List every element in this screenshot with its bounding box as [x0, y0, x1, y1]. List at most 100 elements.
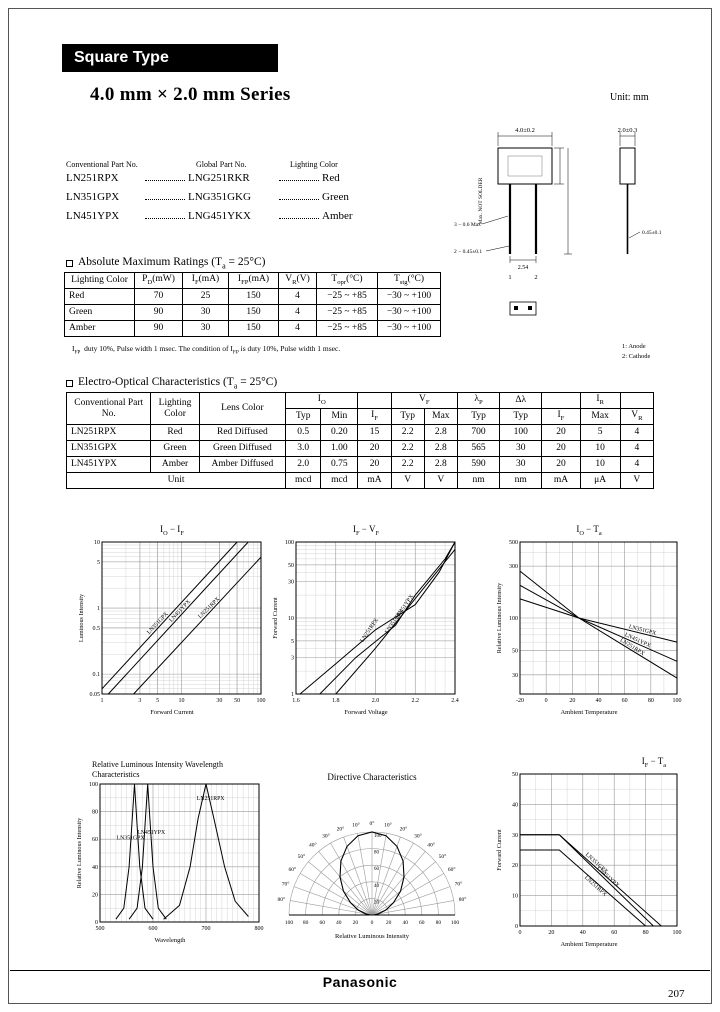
- global-part-number: LNG351GKG: [188, 191, 251, 203]
- abs-max-header-cell: VR(V): [278, 272, 317, 289]
- part-list-header-global: Global Part No.: [196, 160, 247, 169]
- led-side-view: [619, 132, 641, 254]
- svg-text:1: 1: [291, 692, 294, 698]
- svg-text:0: 0: [545, 698, 548, 704]
- eo-cell: 2.2: [390, 424, 425, 441]
- svg-text:80: 80: [436, 920, 442, 926]
- svg-text:20: 20: [92, 893, 98, 899]
- eo-cell: 565: [456, 440, 501, 457]
- eo-unit-cell: mcd: [285, 472, 322, 489]
- abs-max-cell: 4: [278, 320, 317, 337]
- eo-cell: 30: [499, 456, 543, 473]
- chart-xlabel: Relative Luminous Intensity: [334, 932, 410, 940]
- svg-text:60°: 60°: [288, 866, 296, 873]
- chart-title: Relative Luminous Intensity Wavelength C…: [92, 760, 223, 779]
- eo-header-row-2: Typ Min IF Typ Max Typ Typ IF Max VR: [67, 408, 655, 425]
- svg-text:20: 20: [512, 864, 518, 870]
- page-header-title: Square Type: [74, 49, 169, 66]
- page-header: Square Type: [62, 44, 278, 72]
- chart-xlabel: Wavelength: [154, 937, 186, 945]
- dim-lead-width: 2 − 0.45±0.1: [454, 249, 482, 255]
- eo-cell: LN251RPX: [65, 424, 152, 441]
- eo-unit-cell: nm: [499, 472, 543, 489]
- svg-text:0.05: 0.05: [90, 692, 101, 698]
- eo-header-cell: Conventional Part No.: [65, 392, 152, 425]
- abs-max-footnote-term: IFP: [72, 344, 81, 356]
- svg-text:2.0: 2.0: [372, 698, 380, 704]
- eo-header-cell: Lighting Color: [150, 392, 200, 425]
- eo-cell: 3.0: [285, 440, 322, 457]
- eo-cell: 30: [499, 440, 543, 457]
- eo-cell: Red Diffused: [198, 424, 287, 441]
- dim-lead-pitch: 2.54: [518, 265, 529, 271]
- svg-text:50: 50: [512, 772, 518, 778]
- eo-cell: 590: [456, 456, 501, 473]
- svg-text:30°: 30°: [322, 832, 330, 839]
- eo-section-title: Electro-Optical Characteristics (Ta = 25…: [66, 376, 277, 390]
- eo-header-cell: Lens Color: [198, 392, 287, 425]
- chart-canvas: 80°70°60°50°40°30°20°10° 0° 10°20°30°40°50…: [278, 820, 467, 926]
- eo-unit-cell: μA: [579, 472, 621, 489]
- svg-text:100: 100: [673, 930, 682, 936]
- abs-max-footnote-text: duty 10%, Pulse width 1 msec. The condit…: [84, 344, 341, 356]
- dotted-leader: [145, 217, 185, 219]
- chart-forward-current-vs-ambient-temperature: IF − Ta 0 20 40 60 80 100 0 10 20 30 40 50 Forward C…: [494, 756, 684, 948]
- abs-max-cell: Red: [64, 288, 135, 305]
- abs-max-cell: 4: [278, 304, 317, 321]
- svg-text:100: 100: [673, 698, 682, 704]
- svg-text:70°: 70°: [282, 880, 290, 887]
- svg-text:60: 60: [92, 837, 98, 843]
- global-part-number: LNG451YKX: [188, 210, 251, 222]
- abs-max-title-text: Absolute Maximum Ratings (Ta = 25°C): [78, 256, 266, 271]
- eo-unit-cell: nm: [456, 472, 501, 489]
- absolute-maximum-ratings-table: Lighting Color PD(mW) IF(mA) IFP(mA) VR(V) To…: [64, 272, 441, 337]
- eo-cell: LN351GPX: [65, 440, 152, 457]
- svg-text:30: 30: [512, 833, 518, 839]
- eo-cell: 20: [357, 440, 392, 457]
- svg-text:0.5: 0.5: [93, 626, 101, 632]
- svg-text:500: 500: [96, 926, 105, 932]
- svg-text:40: 40: [402, 920, 408, 926]
- svg-text:70°: 70°: [455, 880, 463, 887]
- svg-text:60: 60: [374, 867, 380, 872]
- abs-max-row: Red 70 25 150 4 −25 ~ +85 −30 ~ +100: [64, 288, 441, 305]
- svg-text:Relative Luminous Intensity: Relative Luminous Intensity: [496, 582, 503, 653]
- abs-max-section-title: Absolute Maximum Ratings (Ta = 25°C): [66, 256, 265, 270]
- chart-xlabel: Ambient Temperature: [560, 941, 618, 949]
- svg-text:40°: 40°: [309, 841, 317, 848]
- svg-text:20: 20: [548, 930, 554, 936]
- svg-text:30°: 30°: [414, 832, 422, 839]
- eo-header-cell: Typ: [390, 408, 425, 425]
- svg-text:20°: 20°: [400, 825, 408, 832]
- eo-cell: 4: [619, 440, 655, 457]
- svg-text:Luminous Intensity: Luminous Intensity: [78, 593, 85, 642]
- chart-title: IF − VF: [353, 524, 379, 537]
- part-number: LN251RPX: [66, 172, 119, 184]
- eo-header-cell: Typ: [499, 408, 543, 425]
- eo-unit-cell: mA: [357, 472, 392, 489]
- lighting-color: Green: [322, 191, 349, 203]
- svg-text:5: 5: [291, 639, 294, 645]
- svg-text:80: 80: [374, 850, 380, 855]
- chart-canvas: -20 0 20 40 60 80 100 30 50 100 300 500 Relative Lum…: [496, 540, 682, 704]
- svg-text:0: 0: [519, 930, 522, 936]
- svg-text:80°: 80°: [278, 896, 286, 903]
- part-number: LN351GPX: [66, 191, 120, 203]
- chart-canvas: 1.6 1.8 2.0 2.2 2.4 1 3 5 10 30 50 100 Forward Curre…: [272, 540, 459, 704]
- eo-unit-cell: mA: [541, 472, 581, 489]
- chart-title: Directive Characteristics: [327, 772, 417, 782]
- svg-text:1: 1: [101, 698, 104, 704]
- abs-max-header-cell: Lighting Color: [64, 272, 135, 289]
- svg-text:Relative Luminous Intensity: Relative Luminous Intensity: [76, 817, 83, 888]
- eo-cell: 2.8: [423, 440, 458, 457]
- svg-text:60: 60: [419, 920, 425, 926]
- chart-xlabel: Forward Current: [150, 709, 194, 717]
- pin-2-label: 2: [534, 274, 537, 281]
- cathode-note: 2: Cathode: [622, 353, 650, 360]
- eo-cell: 20: [541, 440, 581, 457]
- led-front-view: [481, 132, 572, 263]
- svg-text:80: 80: [648, 698, 654, 704]
- eo-unit-cell: V: [423, 472, 458, 489]
- svg-text:60°: 60°: [448, 866, 456, 873]
